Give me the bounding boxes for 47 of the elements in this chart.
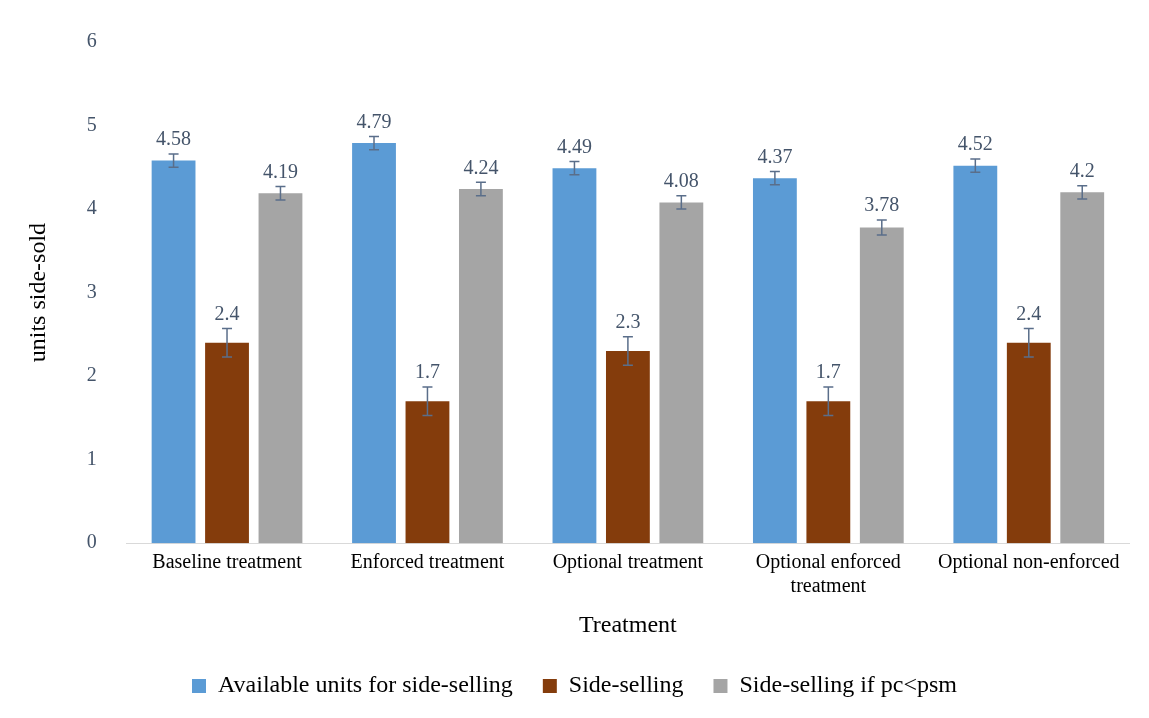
legend-label: Side-selling <box>568 671 684 698</box>
bar <box>459 189 503 544</box>
data-label: 4.24 <box>463 155 499 178</box>
bar <box>1006 342 1051 544</box>
bar <box>806 401 851 544</box>
x-tick-label: Enforced treatment <box>350 550 505 573</box>
y-tick-label: 2 <box>86 363 97 386</box>
bar <box>405 401 450 544</box>
bar <box>205 342 249 544</box>
data-label: 3.78 <box>864 193 900 216</box>
data-label: 4.79 <box>356 109 392 132</box>
bar <box>659 202 704 544</box>
data-label: 4.52 <box>957 132 993 155</box>
y-tick-label: 5 <box>86 112 97 135</box>
data-label: 1.7 <box>815 360 841 383</box>
y-tick-label: 0 <box>86 530 97 553</box>
data-label: 2.4 <box>214 301 240 324</box>
bar <box>859 227 904 544</box>
data-label: 4.08 <box>663 168 699 191</box>
y-tick-label: 4 <box>86 196 97 219</box>
data-label: 4.58 <box>156 127 192 150</box>
legend-label: Side-selling if pc<psm <box>739 671 958 698</box>
bar <box>352 143 396 544</box>
x-tick-label: Optional non-enforced <box>937 550 1120 574</box>
data-label: 4.2 <box>1069 158 1095 181</box>
bar <box>605 351 650 544</box>
bar <box>552 168 597 544</box>
data-label: 4.19 <box>262 159 298 182</box>
data-label: 2.4 <box>1016 301 1042 324</box>
y-tick-label: 6 <box>86 29 97 52</box>
bar <box>752 178 797 544</box>
data-label: 1.7 <box>414 360 440 383</box>
bar <box>151 160 196 544</box>
data-label: 4.49 <box>556 134 592 157</box>
data-label: 4.37 <box>757 144 793 167</box>
x-tick-label: Optional treatment <box>552 550 704 574</box>
y-axis-title: units side-sold <box>23 222 50 363</box>
x-tick-label: Optional enforced treatment <box>755 550 901 597</box>
x-axis-title: Treatment <box>579 610 678 637</box>
bar <box>953 165 998 544</box>
legend-label: Available units for side-selling <box>218 671 513 698</box>
bar <box>1060 192 1105 544</box>
y-tick-label: 3 <box>86 279 97 302</box>
bar <box>258 193 303 544</box>
x-tick-label: Baseline treatment <box>152 550 303 573</box>
data-label: 2.3 <box>615 310 641 333</box>
y-tick-label: 1 <box>86 446 97 469</box>
